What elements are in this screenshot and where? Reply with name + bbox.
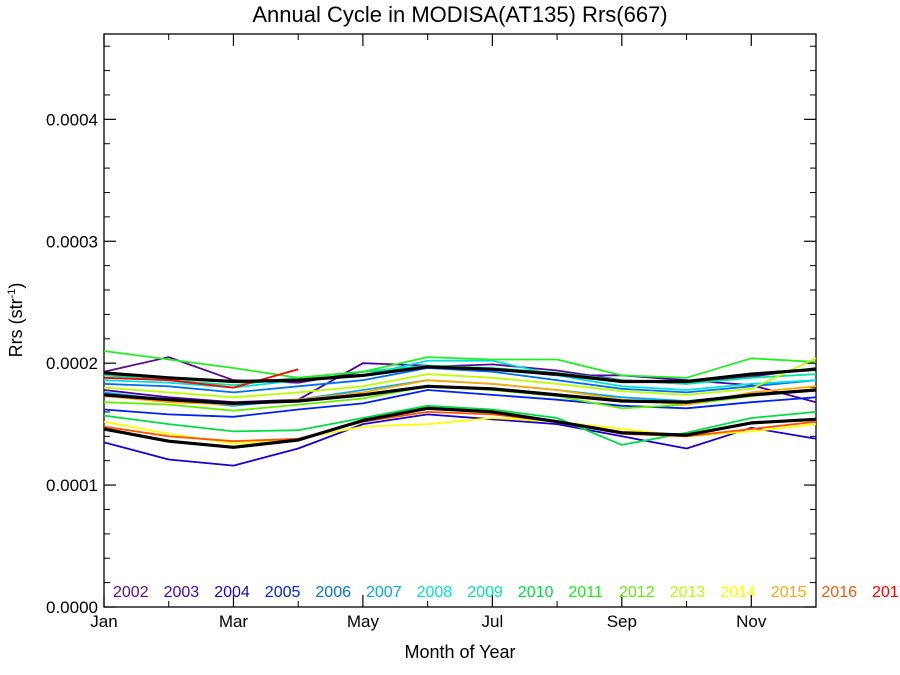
legend-entry-2008: 2008: [417, 584, 453, 601]
legend: 2002 2003 2004 2005 2006 2007 2008 2009 2010 2011…: [113, 584, 900, 601]
series-line-2010: [103, 404, 817, 446]
x-tick-label: Mar: [219, 612, 249, 631]
mean-lines-layer: [103, 365, 817, 449]
y-axis-label-main: Rrs (str: [6, 298, 26, 357]
legend-entry-2016: 2016: [821, 584, 857, 601]
legend-entry-2009: 2009: [467, 584, 503, 601]
series-line-2005: [103, 389, 817, 418]
plot-frame: [103, 33, 817, 608]
legend-entry-2011: 2011: [568, 584, 603, 601]
x-tick-label: Jul: [481, 612, 503, 631]
series-line-2006: [103, 367, 817, 394]
x-tick-label: May: [347, 612, 380, 631]
legend-entry-2005: 2005: [265, 584, 301, 601]
series-line-2017: [103, 368, 299, 389]
legend-entry-2003: 2003: [164, 584, 200, 601]
legend-entry-2012: 2012: [619, 584, 655, 601]
series-line-2011: [103, 350, 817, 379]
y-tick-label: 0.0004: [46, 110, 98, 129]
mean-line-upper: [103, 365, 817, 384]
y-tick-label: 0.0003: [46, 232, 98, 251]
x-axis-label: Month of Year: [404, 642, 515, 662]
x-tick-label: Jan: [90, 612, 117, 631]
legend-entry-2002: 2002: [113, 584, 149, 601]
series-line-2013: [103, 357, 817, 399]
y-tick-label: 0.0001: [46, 476, 98, 495]
y-axis-label: Rrs (str-1): [6, 283, 26, 358]
chart-title: Annual Cycle in MODISA(AT135) Rrs(667): [252, 2, 667, 27]
legend-entry-2010: 2010: [518, 584, 554, 601]
legend-entry-2007: 2007: [366, 584, 402, 601]
mean-line-middle: [103, 384, 817, 405]
x-axis: Jan Mar May Jul Sep Nov: [90, 34, 767, 631]
series-line-2004: [103, 413, 817, 467]
legend-entry-2004: 2004: [214, 584, 250, 601]
y-tick-label: 0.0000: [46, 598, 98, 617]
series-line-2016: [103, 411, 817, 443]
legend-entry-2006: 2006: [315, 584, 351, 601]
mean-line-lower: [103, 406, 817, 449]
y-axis: 0.0000 0.0001 0.0002 0.0003 0.0004: [46, 45, 816, 617]
x-tick-label: Sep: [607, 612, 637, 631]
legend-entry-2015: 2015: [771, 584, 807, 601]
x-tick-label: Nov: [736, 612, 767, 631]
legend-entry-2017: 2017: [872, 584, 900, 601]
legend-entry-2013: 2013: [670, 584, 706, 601]
y-tick-label: 0.0002: [46, 354, 98, 373]
legend-entry-2014: 2014: [720, 584, 756, 601]
y-axis-label-superscript: -1: [6, 289, 18, 299]
y-axis-label-close: ): [6, 283, 26, 289]
